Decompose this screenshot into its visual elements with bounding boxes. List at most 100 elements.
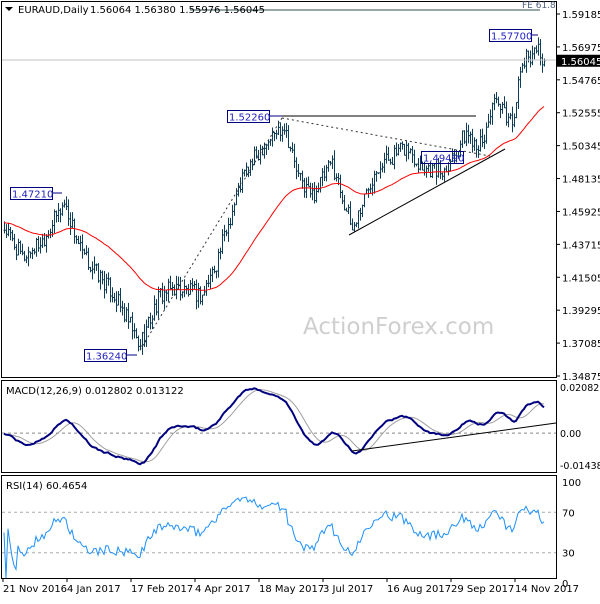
price-bar bbox=[237, 182, 240, 197]
price-bar bbox=[469, 131, 472, 144]
price-bar bbox=[35, 237, 38, 257]
price-bar bbox=[381, 162, 384, 173]
price-bar bbox=[41, 233, 44, 249]
main-panel bbox=[1, 1, 557, 378]
price-bar bbox=[197, 282, 200, 308]
price-tick-label: 1.56975 bbox=[562, 43, 600, 54]
macd-panel bbox=[1, 380, 557, 473]
price-bar bbox=[393, 144, 396, 170]
price-bar bbox=[485, 122, 488, 144]
price-bar bbox=[223, 224, 226, 242]
price-bar bbox=[507, 113, 510, 128]
price-bar bbox=[483, 134, 486, 150]
watermark: ActionForex.com bbox=[303, 314, 494, 340]
price-bar bbox=[297, 163, 300, 178]
fe-label: FE 61.8 bbox=[522, 1, 556, 11]
price-bar bbox=[313, 181, 316, 204]
price-bar bbox=[335, 173, 338, 182]
price-tick-label: 1.34875 bbox=[562, 372, 600, 383]
price-bar bbox=[493, 93, 496, 111]
macd-title: MACD(12,26,9) 0.012802 0.013122 bbox=[6, 386, 184, 397]
price-bar bbox=[23, 250, 26, 262]
price-bar bbox=[407, 142, 410, 160]
price-bar bbox=[379, 161, 382, 179]
price-bar bbox=[103, 271, 106, 299]
price-bar bbox=[227, 217, 230, 242]
price-bar bbox=[525, 48, 528, 73]
rsi-title: RSI(14) 60.4654 bbox=[6, 481, 87, 492]
price-bar bbox=[213, 265, 216, 274]
price-bar bbox=[133, 323, 136, 339]
price-bar bbox=[329, 160, 332, 166]
price-bar bbox=[73, 218, 76, 244]
price-bar bbox=[293, 143, 296, 169]
dropdown-triangle-icon[interactable] bbox=[5, 7, 13, 11]
rsi-tick-label: 0 bbox=[562, 579, 568, 590]
price-bar bbox=[121, 300, 124, 316]
price-bar bbox=[319, 176, 322, 193]
price-bar bbox=[249, 159, 252, 176]
price-bar bbox=[453, 149, 456, 164]
svg-text:1.52260: 1.52260 bbox=[229, 113, 270, 124]
price-bar bbox=[441, 172, 444, 181]
price-tick-label: 1.48135 bbox=[562, 175, 600, 186]
macd-tick-label: 0.00 bbox=[560, 429, 581, 440]
price-bar bbox=[351, 218, 354, 231]
price-bar bbox=[89, 266, 92, 273]
price-bar bbox=[529, 50, 532, 68]
label-1.47210: 1.47210 bbox=[10, 187, 53, 201]
price-bar bbox=[63, 199, 66, 208]
price-bar bbox=[251, 158, 254, 171]
price-bar bbox=[477, 145, 480, 158]
price-bar bbox=[9, 226, 12, 241]
price-bar bbox=[537, 37, 540, 56]
rsi-tick-label: 30 bbox=[562, 549, 575, 560]
price-bar bbox=[535, 45, 538, 54]
price-bar bbox=[71, 212, 74, 229]
price-tick-label: 1.43715 bbox=[562, 240, 600, 251]
price-bar bbox=[115, 291, 118, 313]
price-tick-label: 1.59185 bbox=[562, 10, 600, 21]
price-bar bbox=[531, 45, 534, 66]
price-bar bbox=[269, 138, 272, 146]
price-bar bbox=[265, 144, 268, 156]
price-bar bbox=[481, 128, 484, 148]
price-bar bbox=[123, 303, 126, 323]
price-bar bbox=[207, 274, 210, 288]
price-bar bbox=[7, 222, 10, 237]
price-bar bbox=[85, 245, 88, 256]
price-bar bbox=[411, 145, 414, 163]
price-bar bbox=[521, 63, 524, 73]
price-bar bbox=[503, 96, 506, 109]
price-bar bbox=[15, 244, 18, 261]
price-bar bbox=[361, 204, 364, 218]
price-bar bbox=[243, 169, 246, 177]
time-tick-label: 29 Sep 2017 bbox=[451, 584, 514, 595]
price-bar bbox=[199, 286, 202, 305]
rsi-line bbox=[3, 496, 545, 578]
price-bar bbox=[33, 248, 36, 255]
price-bar bbox=[153, 295, 156, 321]
price-bar bbox=[325, 164, 328, 182]
price-bar bbox=[261, 145, 264, 156]
price-bar bbox=[541, 53, 544, 73]
price-bar bbox=[107, 272, 110, 286]
price-bar bbox=[399, 142, 402, 152]
price-bar bbox=[5, 224, 8, 238]
price-bar bbox=[209, 268, 212, 290]
price-bar bbox=[75, 235, 78, 244]
svg-text:1.49490: 1.49490 bbox=[423, 154, 464, 165]
price-bar bbox=[157, 286, 160, 319]
time-tick-label: 16 Aug 2017 bbox=[387, 584, 451, 595]
price-tick-label: 1.54765 bbox=[562, 76, 600, 87]
rsi-tick-label: 100 bbox=[562, 478, 581, 489]
price-bar bbox=[289, 146, 292, 152]
price-bar bbox=[217, 248, 220, 278]
price-bar bbox=[141, 331, 144, 355]
macd-signal-line bbox=[3, 389, 545, 463]
price-bar bbox=[201, 294, 204, 306]
price-bar bbox=[17, 238, 20, 256]
price-bar bbox=[465, 122, 468, 147]
price-bar bbox=[229, 217, 232, 229]
price-bar bbox=[183, 279, 186, 298]
